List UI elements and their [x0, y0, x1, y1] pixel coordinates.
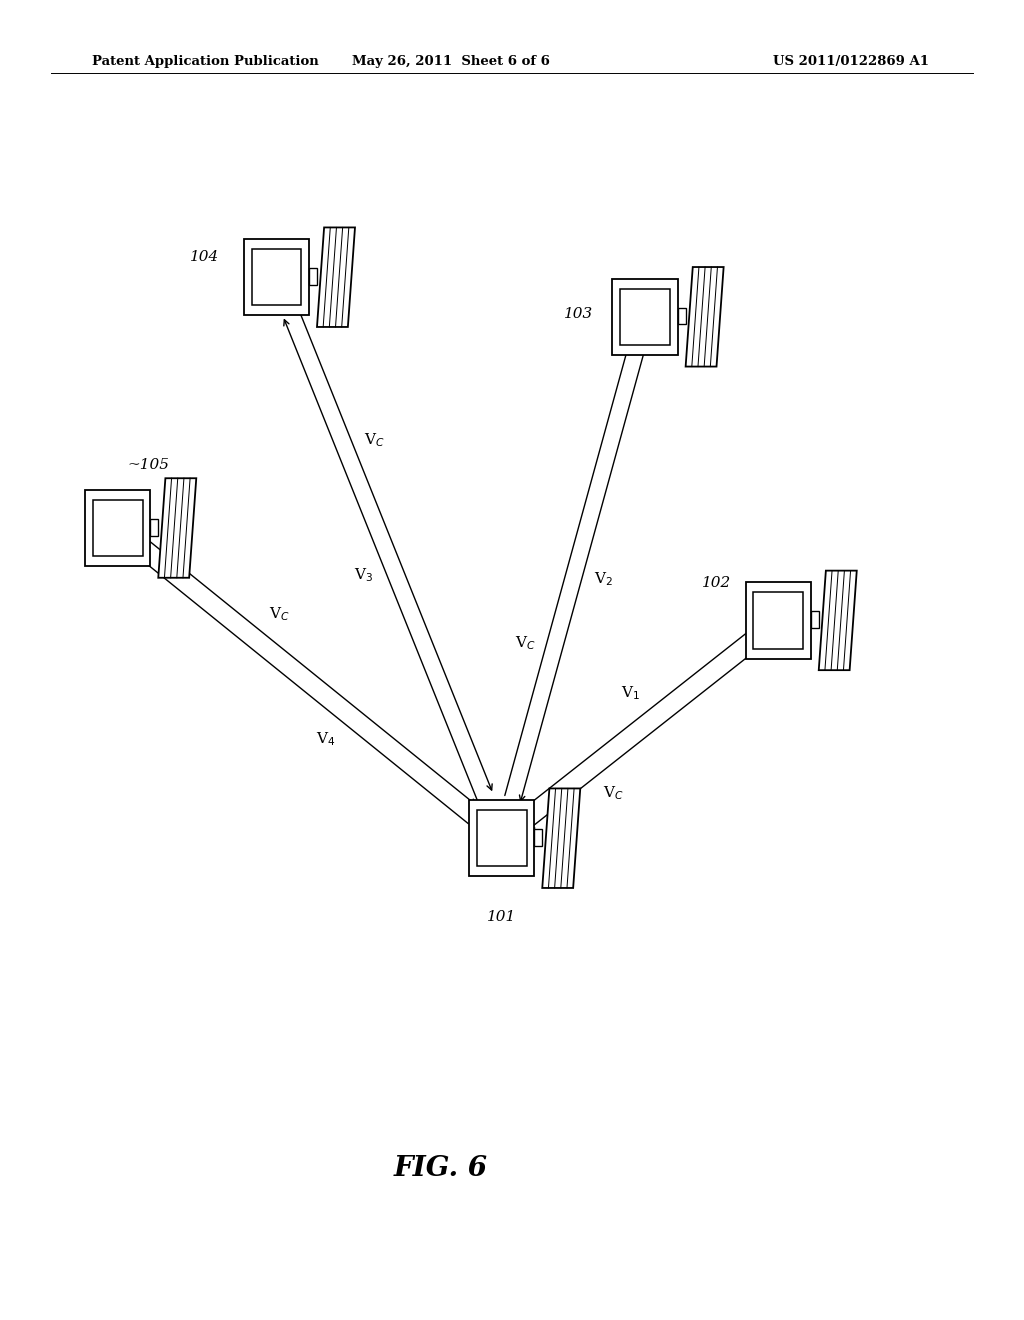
- Text: Patent Application Publication: Patent Application Publication: [92, 55, 318, 69]
- Text: V$_{1}$: V$_{1}$: [621, 685, 640, 702]
- Text: May 26, 2011  Sheet 6 of 6: May 26, 2011 Sheet 6 of 6: [351, 55, 550, 69]
- Text: V$_{3}$: V$_{3}$: [354, 566, 374, 583]
- Text: V$_C$: V$_C$: [268, 606, 289, 623]
- Text: ~105: ~105: [127, 458, 170, 471]
- Bar: [252, 249, 301, 305]
- Text: 103: 103: [564, 308, 593, 321]
- Text: V$_C$: V$_C$: [364, 430, 384, 449]
- Bar: [469, 800, 535, 876]
- Polygon shape: [686, 267, 724, 367]
- Text: 102: 102: [702, 577, 731, 590]
- Polygon shape: [819, 570, 857, 671]
- Bar: [244, 239, 309, 315]
- Text: V$_{4}$: V$_{4}$: [315, 730, 335, 748]
- Bar: [745, 582, 811, 659]
- Text: FIG. 6: FIG. 6: [393, 1155, 487, 1181]
- Polygon shape: [159, 478, 197, 578]
- Bar: [612, 279, 678, 355]
- Polygon shape: [317, 227, 355, 327]
- Bar: [811, 611, 819, 628]
- Polygon shape: [543, 788, 581, 888]
- Bar: [93, 500, 142, 556]
- Text: US 2011/0122869 A1: US 2011/0122869 A1: [773, 55, 929, 69]
- Text: V$_C$: V$_C$: [603, 784, 624, 803]
- Text: V$_C$: V$_C$: [514, 635, 536, 652]
- Bar: [477, 810, 526, 866]
- Bar: [309, 268, 317, 285]
- Text: 104: 104: [190, 251, 219, 264]
- Bar: [151, 519, 159, 536]
- Bar: [678, 308, 686, 325]
- Bar: [754, 593, 803, 648]
- Text: V$_{2}$: V$_{2}$: [594, 570, 612, 589]
- Text: 101: 101: [487, 911, 516, 924]
- Bar: [535, 829, 543, 846]
- Bar: [621, 289, 670, 345]
- Bar: [85, 490, 151, 566]
